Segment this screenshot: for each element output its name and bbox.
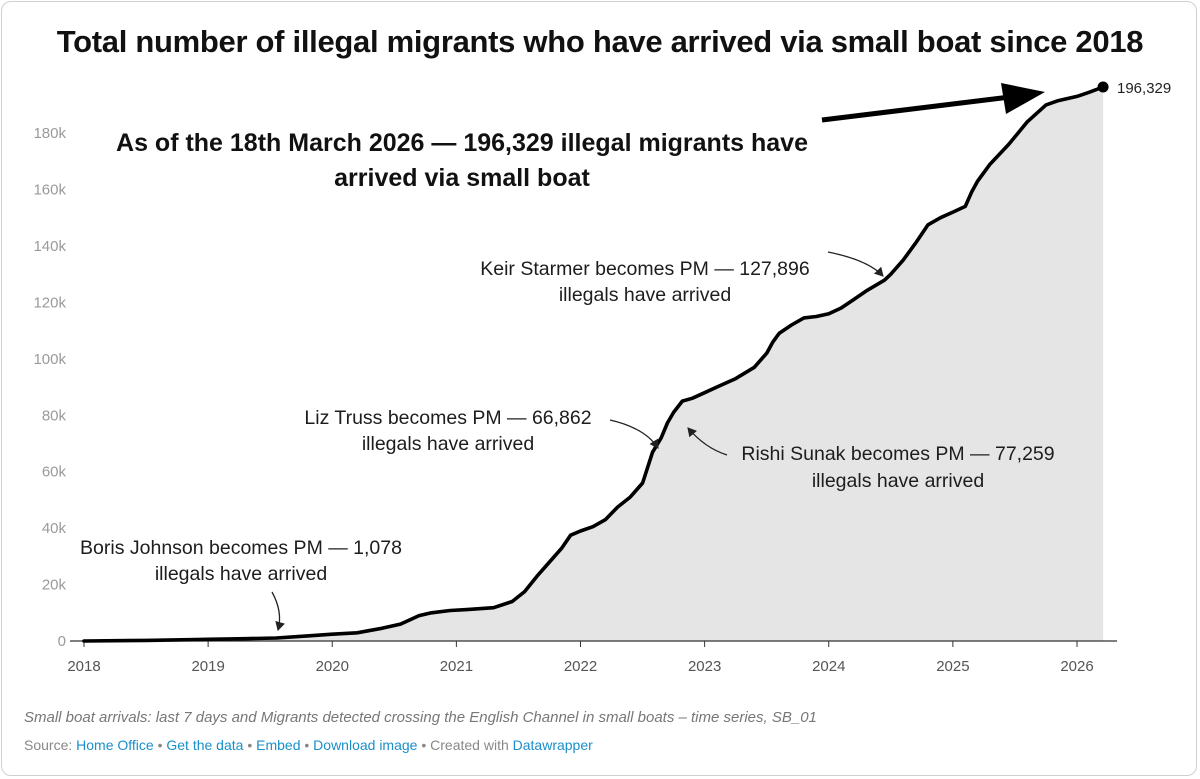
- annotation-boris-line-2: illegals have arrived: [155, 563, 327, 585]
- footer-separator: •: [421, 737, 427, 753]
- y-tick-label: 40k: [42, 520, 67, 537]
- y-tick-label: 60k: [42, 464, 67, 481]
- get-data-link[interactable]: Get the data: [166, 737, 244, 753]
- datawrapper-link[interactable]: Datawrapper: [512, 737, 593, 753]
- y-axis-ticks: 0 20k 40k 60k 80k 100k 120k 140k 160k 180k: [33, 125, 66, 650]
- annotation-boris-line-1: Boris Johnson becomes PM — 1,078: [80, 537, 402, 559]
- embed-link[interactable]: Embed: [256, 737, 301, 753]
- x-tick-label: 2024: [812, 658, 845, 675]
- end-point-label: 196,329: [1117, 80, 1171, 97]
- x-tick-label: 2022: [564, 658, 597, 675]
- annotation-truss-line-2: illegals have arrived: [362, 433, 534, 455]
- y-tick-label: 120k: [33, 294, 66, 311]
- end-point-marker: [1097, 81, 1109, 93]
- x-tick-label: 2021: [440, 658, 473, 675]
- headline-line-1: As of the 18th March 2026 — 196,329 ille…: [116, 129, 808, 157]
- y-tick-label: 20k: [42, 577, 67, 594]
- chart-notes: Small boat arrivals: last 7 days and Mig…: [24, 709, 817, 726]
- y-tick-label: 0: [58, 633, 66, 650]
- area-fill-layer: [84, 87, 1104, 641]
- footer-separator: •: [157, 737, 163, 753]
- y-tick-label: 100k: [33, 351, 66, 368]
- headline-arrow-head: [1001, 83, 1045, 114]
- y-tick-label: 180k: [33, 125, 66, 142]
- series-line: [82, 85, 1105, 643]
- source-link[interactable]: Home Office: [76, 737, 154, 753]
- annotation-starmer-line-1: Keir Starmer becomes PM — 127,896: [480, 258, 809, 280]
- chart-title: Total number of illegal migrants who hav…: [56, 24, 1144, 59]
- source-prefix: Source:: [24, 737, 73, 753]
- y-tick-label: 140k: [33, 238, 66, 255]
- annotation-starmer-line-2: illegals have arrived: [559, 284, 731, 306]
- series-area: [84, 87, 1104, 641]
- created-with-text: Created with: [430, 737, 509, 753]
- series-line-layer: [82, 85, 1105, 643]
- x-tick-label: 2026: [1060, 658, 1093, 675]
- x-axis: 2018 2019 2020 2021 2022 2023 2024 2025 2026: [67, 640, 1118, 675]
- headline-line-2: arrived via small boat: [334, 164, 590, 192]
- x-tick-label: 2023: [688, 658, 721, 675]
- annotation-boris-arrow: [271, 591, 285, 631]
- annotation-sunak-line-2: illegals have arrived: [812, 470, 984, 492]
- x-tick-label: 2025: [936, 658, 969, 675]
- x-tick-label: 2018: [67, 658, 100, 675]
- x-tick-label: 2019: [191, 658, 224, 675]
- annotation-sunak-line-1: Rishi Sunak becomes PM — 77,259: [741, 443, 1054, 465]
- y-tick-label: 160k: [33, 182, 66, 199]
- x-tick-label: 2020: [316, 658, 349, 675]
- chart-footer: Source: Home Office • Get the data • Emb…: [24, 737, 1174, 753]
- annotation-sunak-arrow: [687, 427, 728, 456]
- annotation-starmer-arrow: [827, 251, 884, 277]
- download-image-link[interactable]: Download image: [313, 737, 418, 753]
- annotation-truss-arrow: [609, 419, 659, 449]
- y-tick-label: 80k: [42, 407, 67, 424]
- headline-arrow-shaft: [821, 94, 1011, 123]
- footer-separator: •: [247, 737, 253, 753]
- annotation-truss-line-1: Liz Truss becomes PM — 66,862: [304, 407, 591, 429]
- footer-separator: •: [304, 737, 310, 753]
